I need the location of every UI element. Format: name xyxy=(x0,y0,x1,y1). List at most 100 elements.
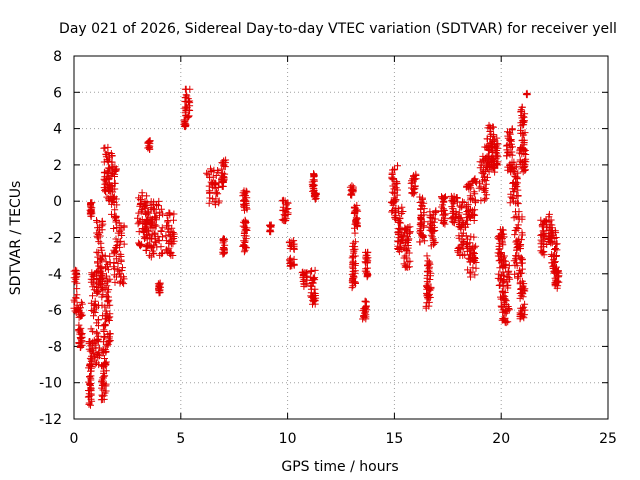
data-point xyxy=(84,393,92,401)
data-point xyxy=(90,312,97,320)
data-point xyxy=(514,186,522,194)
data-point xyxy=(409,175,417,183)
data-point xyxy=(501,314,509,322)
data-point xyxy=(520,303,528,311)
data-point xyxy=(504,149,512,157)
data-point xyxy=(221,241,229,249)
axis-ticks xyxy=(73,55,609,420)
data-point xyxy=(397,240,405,248)
data-point xyxy=(459,251,467,259)
data-point xyxy=(120,273,127,281)
data-point xyxy=(149,215,156,223)
data-point xyxy=(205,199,213,207)
data-point xyxy=(551,258,559,266)
data-point xyxy=(480,185,487,193)
data-point xyxy=(463,247,471,255)
data-point xyxy=(118,232,126,239)
data-point xyxy=(156,287,164,295)
data-point xyxy=(280,197,287,205)
data-point xyxy=(112,255,120,263)
data-point xyxy=(278,216,286,224)
data-point xyxy=(209,173,217,181)
data-point xyxy=(467,194,475,202)
data-point xyxy=(85,390,93,398)
data-point xyxy=(118,267,126,274)
data-point xyxy=(504,284,512,292)
data-point xyxy=(206,194,214,202)
data-point xyxy=(350,273,358,281)
data-point xyxy=(105,314,113,322)
y-tick-label: 8 xyxy=(53,49,62,65)
data-point xyxy=(137,208,145,216)
data-point xyxy=(102,178,110,186)
data-point xyxy=(106,186,114,194)
data-point xyxy=(503,152,511,160)
data-point xyxy=(393,191,401,199)
data-point xyxy=(512,238,520,246)
data-point xyxy=(210,198,218,206)
data-point xyxy=(517,236,525,244)
data-point xyxy=(120,240,128,248)
data-point xyxy=(207,168,215,176)
data-point xyxy=(518,136,526,144)
data-point xyxy=(439,205,447,213)
data-point xyxy=(100,363,108,371)
data-point xyxy=(95,226,103,234)
data-point xyxy=(94,316,102,324)
data-point xyxy=(103,342,111,350)
data-point xyxy=(520,311,528,319)
data-point xyxy=(497,302,505,310)
data-point xyxy=(284,209,292,217)
data-point xyxy=(485,152,493,160)
data-point xyxy=(108,169,116,177)
data-point xyxy=(514,192,522,200)
data-point xyxy=(506,137,514,144)
data-point xyxy=(353,221,361,229)
data-point xyxy=(510,158,518,166)
y-tick-label: -2 xyxy=(48,231,62,247)
data-point xyxy=(91,297,99,305)
data-point xyxy=(510,188,518,196)
data-point xyxy=(94,259,101,267)
data-point xyxy=(110,246,118,254)
data-point xyxy=(88,199,96,207)
data-point xyxy=(480,176,488,184)
data-point xyxy=(505,306,513,314)
data-point xyxy=(518,114,526,122)
data-point xyxy=(110,271,118,279)
data-point xyxy=(166,228,174,236)
data-point xyxy=(520,164,528,172)
data-point xyxy=(111,265,119,273)
data-point xyxy=(89,348,97,356)
data-point xyxy=(353,222,361,230)
data-point xyxy=(151,205,159,213)
data-point xyxy=(97,255,105,263)
data-point xyxy=(145,144,153,152)
data-point xyxy=(154,232,162,240)
data-point xyxy=(511,270,519,278)
data-point xyxy=(420,199,428,207)
data-point xyxy=(240,237,248,245)
data-point xyxy=(469,254,477,262)
data-point xyxy=(145,251,153,259)
data-point xyxy=(94,354,102,362)
data-point xyxy=(496,226,504,234)
data-point xyxy=(106,313,114,321)
data-point xyxy=(98,301,106,309)
data-point xyxy=(309,275,317,283)
data-point xyxy=(508,151,516,159)
data-point xyxy=(99,379,107,387)
data-point xyxy=(110,225,118,232)
data-point xyxy=(152,216,160,224)
data-point xyxy=(143,192,151,200)
data-point xyxy=(209,181,217,189)
data-point xyxy=(362,251,370,259)
data-point xyxy=(460,219,468,227)
data-point xyxy=(351,267,359,275)
data-point xyxy=(470,217,478,224)
data-point xyxy=(218,171,226,179)
data-point xyxy=(512,180,520,188)
data-point xyxy=(242,217,249,225)
data-point xyxy=(106,164,113,172)
data-point xyxy=(163,222,170,230)
